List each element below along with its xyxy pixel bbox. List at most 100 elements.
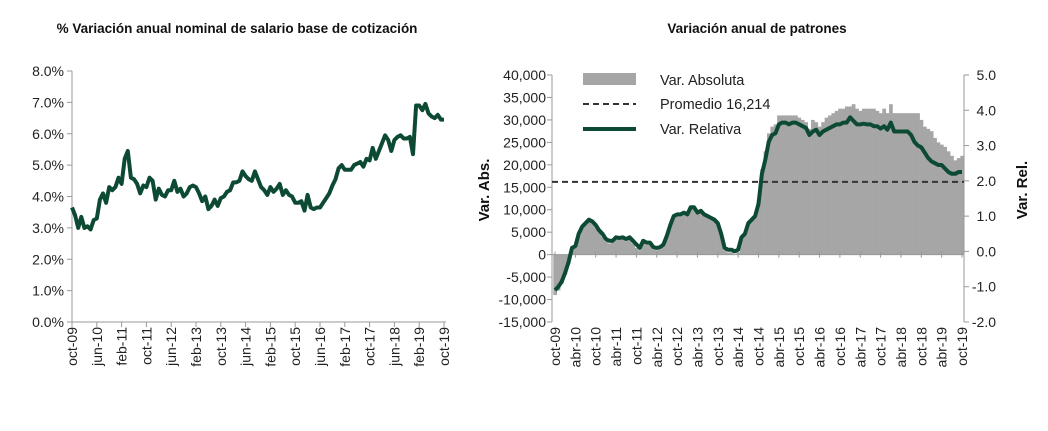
y-tick-label: 10,000 bbox=[503, 202, 546, 218]
y-tick-label: 2.0% bbox=[32, 251, 64, 267]
abs-bars bbox=[553, 104, 964, 296]
abs-bar bbox=[848, 106, 853, 255]
abs-bar bbox=[828, 115, 832, 255]
y2-tick-label: 0.0 bbox=[977, 243, 997, 259]
y-tick-label: 1.0% bbox=[32, 283, 64, 299]
abs-bar bbox=[753, 214, 758, 255]
abs-bar bbox=[943, 146, 948, 255]
y-tick-label: 4.0% bbox=[32, 189, 64, 205]
abs-bar bbox=[777, 115, 781, 255]
abs-bar bbox=[939, 144, 944, 255]
abs-bar bbox=[831, 113, 836, 255]
y-tick-label: 15,000 bbox=[503, 179, 546, 195]
abs-bar bbox=[936, 142, 941, 255]
abs-bar bbox=[624, 241, 629, 255]
abs-bar bbox=[556, 254, 561, 291]
abs-bar bbox=[750, 218, 754, 255]
abs-bar bbox=[702, 214, 707, 255]
abs-bar bbox=[787, 115, 792, 255]
x-tick-label: feb-11 bbox=[114, 327, 130, 366]
abs-bar bbox=[692, 207, 697, 255]
abs-bar bbox=[919, 119, 924, 255]
abs-bar bbox=[705, 216, 710, 255]
abs-bar bbox=[926, 128, 931, 255]
abs-bar bbox=[648, 244, 652, 255]
abs-bar bbox=[644, 244, 649, 255]
abs-bar bbox=[594, 227, 598, 255]
x-tick-label: oct-19 bbox=[436, 327, 452, 366]
abs-bar bbox=[912, 113, 917, 255]
x-tick-label: feb-13 bbox=[188, 327, 204, 367]
abs-bar bbox=[634, 247, 639, 255]
abs-bar bbox=[614, 238, 619, 255]
abs-bar bbox=[617, 239, 622, 255]
y-tick-label: -15,000 bbox=[499, 314, 547, 330]
abs-bar bbox=[600, 236, 605, 255]
y-tick-label: -5,000 bbox=[506, 269, 546, 285]
y-tick-label: 7.0% bbox=[32, 94, 64, 110]
y-tick-label: -10,000 bbox=[499, 292, 547, 308]
abs-bar bbox=[895, 113, 900, 255]
abs-bar bbox=[817, 126, 822, 255]
abs-bar bbox=[807, 128, 812, 255]
abs-bar bbox=[695, 211, 700, 255]
x-tick-label: feb-17 bbox=[337, 327, 353, 367]
abs-bar bbox=[838, 108, 842, 255]
abs-bar bbox=[960, 155, 964, 255]
x-tick-label: oct-15 bbox=[791, 327, 807, 366]
x-tick-label: oct-10 bbox=[588, 327, 604, 366]
abs-bar bbox=[587, 220, 591, 255]
abs-bar bbox=[909, 113, 914, 255]
abs-bar bbox=[699, 211, 703, 255]
abs-bar bbox=[889, 104, 893, 255]
x-tick-label: oct-18 bbox=[913, 327, 929, 366]
x-tick-label: oct-15 bbox=[287, 327, 303, 366]
y-tick-label: 25,000 bbox=[503, 134, 546, 150]
abs-bar bbox=[722, 250, 727, 255]
x-tick-label: oct-14 bbox=[751, 327, 767, 366]
x-tick-label: oct-17 bbox=[873, 327, 889, 366]
abs-bar bbox=[790, 115, 795, 255]
abs-bar bbox=[814, 122, 819, 255]
salary-growth-line bbox=[70, 101, 444, 232]
abs-bar bbox=[824, 117, 829, 255]
abs-bar bbox=[899, 113, 903, 255]
x-tick-label: oct-17 bbox=[362, 327, 378, 366]
y2-tick-label: 2.0 bbox=[977, 173, 997, 189]
abs-bar bbox=[878, 113, 883, 255]
employers-axes: -15,000 -10,000 -5,000 0 5,000 10,000 15,000 20… bbox=[499, 67, 997, 367]
x-tick-label: jun-16 bbox=[312, 327, 328, 367]
x-tick-label: jun-14 bbox=[238, 327, 254, 367]
y-tick-label: 0.0% bbox=[32, 314, 64, 330]
abs-bar bbox=[851, 104, 856, 255]
abs-bar bbox=[583, 223, 588, 255]
y-tick-label: 0 bbox=[538, 247, 546, 263]
abs-bar bbox=[885, 113, 890, 255]
x-tick-label: abr-11 bbox=[608, 327, 624, 367]
abs-bar bbox=[580, 227, 585, 255]
abs-bar bbox=[794, 115, 798, 255]
abs-bar bbox=[638, 250, 642, 255]
legend: Var. Absoluta Promedio 16,214 Var. Relat… bbox=[583, 73, 770, 138]
abs-bar bbox=[685, 214, 690, 255]
abs-bar bbox=[868, 108, 873, 255]
abs-bar bbox=[797, 117, 802, 255]
y-tick-label: 3.0% bbox=[32, 220, 64, 236]
abs-bar bbox=[933, 137, 937, 255]
abs-bar bbox=[597, 232, 602, 255]
abs-bar bbox=[709, 218, 714, 255]
x-tick-label: abr-15 bbox=[771, 327, 787, 368]
abs-bar bbox=[783, 115, 788, 255]
abs-bar bbox=[641, 243, 646, 255]
salary-chart: % Variación anual nominal de salario bas… bbox=[32, 21, 452, 367]
y-axis-label-left: Var. Abs. bbox=[476, 159, 493, 222]
abs-bar bbox=[688, 207, 693, 255]
abs-bar bbox=[780, 115, 785, 255]
y2-tick-label: 5.0 bbox=[977, 67, 997, 83]
abs-bar bbox=[763, 151, 768, 255]
legend-label-avg: Promedio 16,214 bbox=[660, 97, 770, 113]
abs-bar bbox=[811, 119, 815, 255]
x-tick-label: jun-12 bbox=[163, 327, 179, 367]
y2-tick-label: 4.0 bbox=[977, 102, 997, 118]
